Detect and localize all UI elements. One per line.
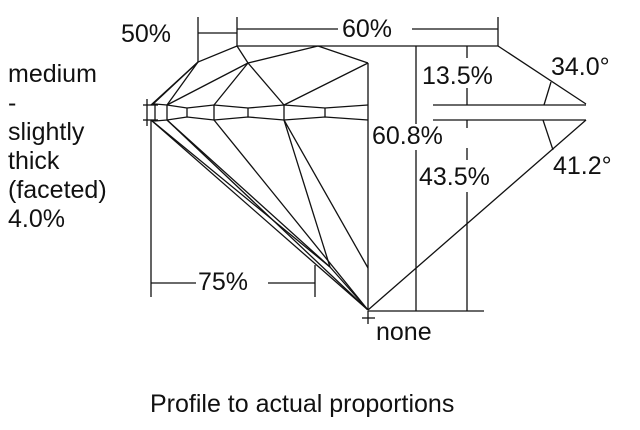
total-depth-label: 60.8% bbox=[372, 122, 443, 150]
girdle-label-line: medium bbox=[8, 60, 97, 88]
table-label: 60% bbox=[342, 15, 393, 43]
pavilion-angle-label: 41.2° bbox=[553, 152, 612, 180]
girdle-label-line: thick bbox=[8, 147, 60, 175]
girdle-label-line: (faceted) bbox=[8, 176, 107, 204]
crown-height-label: 13.5% bbox=[422, 62, 493, 90]
girdle-label-line: - bbox=[8, 89, 17, 117]
girdle bbox=[143, 63, 586, 310]
culet-label: none bbox=[376, 318, 432, 346]
crown-angle-arc bbox=[543, 81, 552, 106]
crown-angle-label: 34.0° bbox=[551, 53, 610, 81]
crown-width-label: 50% bbox=[121, 20, 172, 48]
lower-half-label: 75% bbox=[198, 268, 249, 296]
caption: Profile to actual proportions bbox=[150, 390, 455, 418]
dimension-lines bbox=[150, 17, 554, 312]
pavilion-outline bbox=[150, 119, 587, 324]
pavilion-depth-label: 43.5% bbox=[419, 163, 490, 191]
pavilion-angle-arc bbox=[542, 119, 554, 151]
girdle-label-line: slightly bbox=[8, 118, 85, 146]
girdle-label: medium - slightly thick (faceted) 4.0% bbox=[8, 60, 107, 234]
girdle-label-line: 4.0% bbox=[8, 205, 65, 233]
